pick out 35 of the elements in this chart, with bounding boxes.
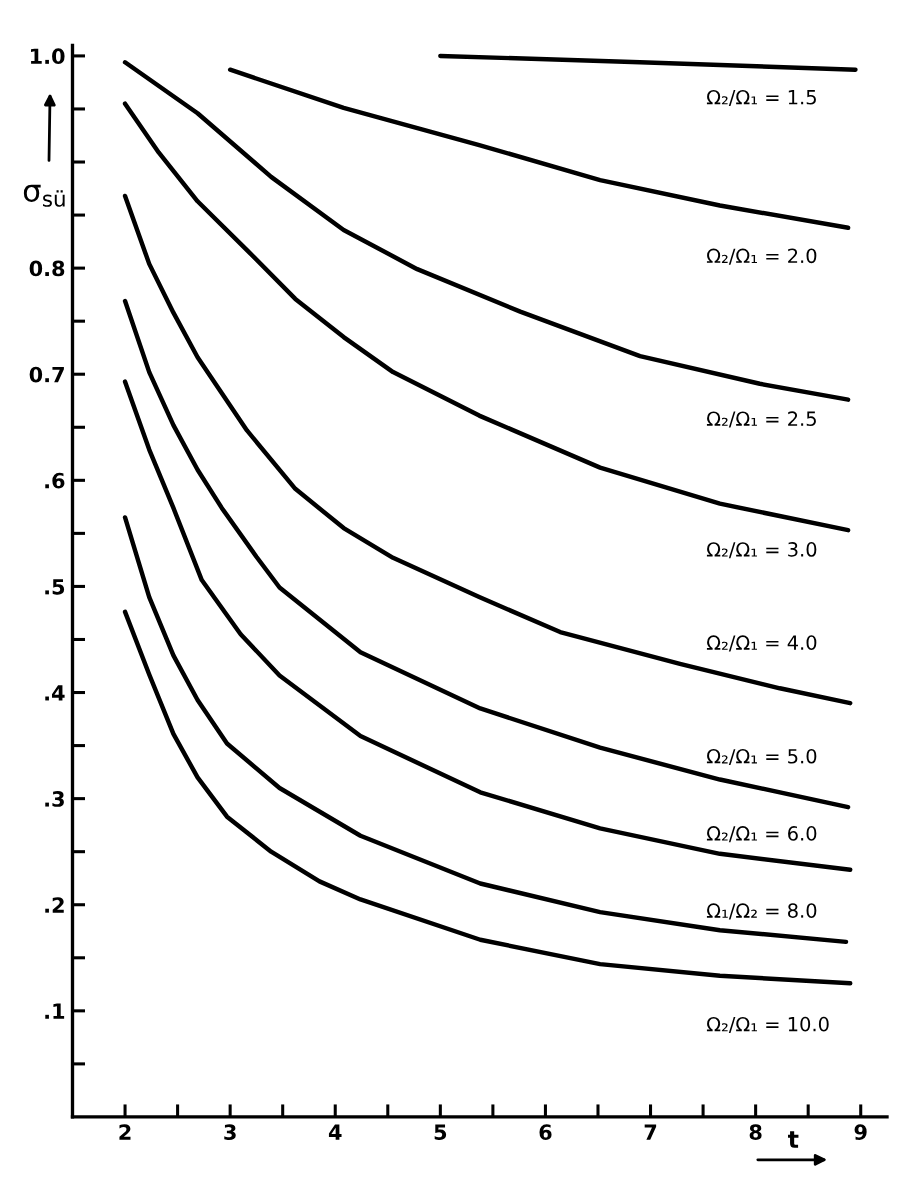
y-tick-label: .1 (45, 1003, 65, 1019)
line-series (122, 298, 851, 810)
line-series (227, 67, 851, 231)
series-label: Ω₂/Ω₁ = 2.0 (706, 248, 817, 265)
x-tick-label: 7 (644, 1124, 657, 1140)
x-axis-title: t (788, 1131, 799, 1148)
y-tick-label: 0.8 (29, 260, 65, 277)
y-tick-label: 0.7 (29, 366, 64, 383)
y-tick-label: 1.0 (31, 48, 65, 65)
series-label: Ω₂/Ω₁ = 2.5 (706, 411, 816, 428)
y-tick-label: .2 (45, 897, 64, 913)
series-label: Ω₂/Ω₁ = 6.0 (706, 826, 817, 843)
y-tick-label: .3 (45, 791, 64, 807)
series-label: Ω₁/Ω₂ = 8.0 (706, 903, 817, 920)
line-series (122, 379, 853, 872)
x-tick-label: 6 (539, 1124, 552, 1141)
y-tick-label: .4 (45, 685, 65, 701)
series-label: Ω₂/Ω₁ = 4.0 (706, 635, 817, 652)
line-series (122, 60, 851, 402)
y-tick-label: .6 (45, 472, 65, 489)
x-tick-label: 5 (434, 1124, 447, 1141)
x-tick-label: 2 (119, 1124, 131, 1140)
y-tick-label: .5 (45, 579, 65, 595)
x-tick-label: 4 (328, 1124, 342, 1140)
y-axis-title: σ$_{sü}$ (23, 184, 65, 207)
series-label: Ω₂/Ω₁ = 3.0 (706, 542, 817, 559)
line-series (122, 193, 853, 706)
series-label: Ω₂/Ω₁ = 5.0 (706, 748, 817, 766)
series-label: Ω₂/Ω₁ = 10.0 (706, 1016, 829, 1034)
series-label: Ω₂/Ω₁ = 1.5 (706, 89, 816, 107)
line-series (122, 609, 853, 986)
x-tick-label: 3 (224, 1124, 236, 1141)
x-tick-label: 9 (854, 1124, 867, 1141)
x-tick-label: 8 (749, 1124, 762, 1141)
line-series (122, 515, 849, 945)
